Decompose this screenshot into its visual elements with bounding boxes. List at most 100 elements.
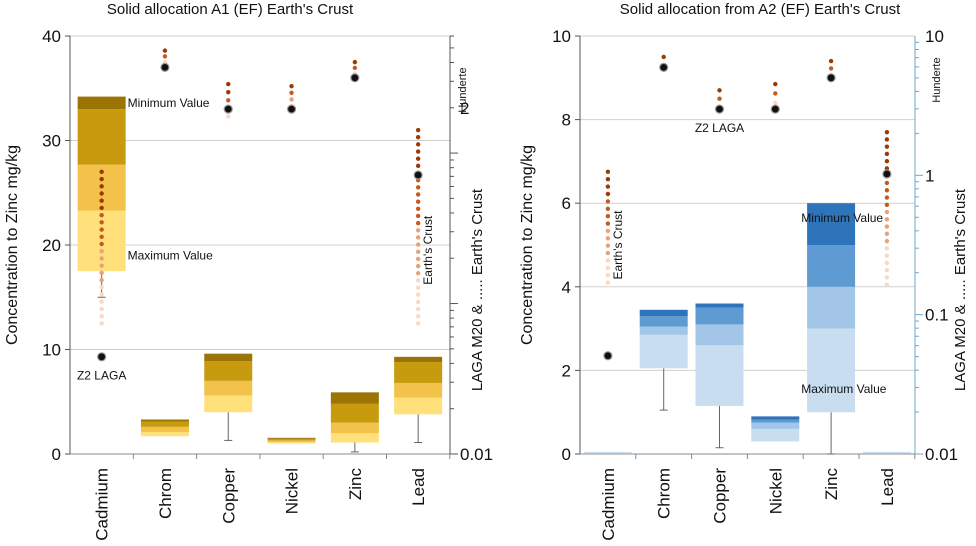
crust-dot	[415, 263, 421, 269]
stack-segment	[807, 203, 856, 245]
crust-dot	[99, 292, 104, 297]
crust-dot	[415, 185, 421, 190]
crust-dot	[415, 156, 421, 161]
stack-segment	[267, 437, 316, 439]
crust-dot	[415, 228, 421, 233]
crust-dot	[415, 242, 421, 247]
crust-dot	[99, 176, 104, 182]
x-tick-label: Zinc	[346, 468, 365, 501]
y-tick-label: 4	[562, 278, 571, 297]
stack-segment	[751, 422, 800, 429]
y2-tick-label: 1	[925, 166, 934, 185]
chart-panel-1: Solid allocation A1 (EF) Earth's Crust 0 1…	[4, 1, 493, 541]
crust-dot	[99, 234, 104, 239]
stack-segment	[807, 286, 856, 329]
crust-dot	[605, 280, 611, 285]
crust-dot	[717, 88, 722, 93]
crust-dot	[99, 227, 104, 232]
stack-segment	[267, 440, 316, 442]
stack-segment	[751, 428, 800, 442]
stack-segment	[140, 421, 189, 427]
crust-dot	[884, 129, 890, 135]
crust-dot	[415, 199, 421, 204]
stack-segment	[695, 324, 744, 346]
stack-segment	[862, 452, 911, 454]
annotation-label: Earth's Crust	[611, 210, 625, 280]
stack-segment	[583, 452, 632, 454]
crust-dot	[415, 278, 421, 283]
x-tick-label: Copper	[711, 468, 730, 524]
stack-segment	[695, 307, 744, 325]
stack-segment	[204, 360, 253, 381]
crust-dot	[99, 191, 104, 196]
crust-dot	[226, 98, 231, 103]
crust-dot	[99, 299, 104, 304]
stack-segment	[140, 426, 189, 433]
crust-dot	[99, 270, 104, 276]
stack-segment	[394, 397, 443, 415]
stack-segment	[77, 96, 126, 110]
crust-dot	[415, 213, 421, 219]
stack-segment	[394, 362, 443, 383]
crust-dot	[99, 263, 104, 268]
crust-dot	[415, 321, 421, 326]
crust-dot	[884, 267, 890, 273]
y2-tick-label: 2	[460, 99, 469, 118]
stack-segment	[267, 438, 316, 441]
stack-segment	[751, 416, 800, 420]
crust-dot	[415, 249, 421, 254]
crust-dot	[289, 90, 294, 95]
y-tick-label: 0	[52, 445, 61, 464]
crust-dot	[99, 205, 104, 211]
crust-dot	[162, 54, 168, 59]
y-tick-label: 10	[552, 27, 571, 46]
stack-segment	[140, 419, 189, 422]
crust-dot	[884, 137, 890, 142]
crust-dot	[226, 114, 231, 119]
stack-segment	[862, 451, 911, 453]
crust-dot	[884, 238, 890, 244]
crust-dot	[99, 198, 104, 203]
stack-segment	[639, 316, 688, 327]
crust-dot	[226, 89, 231, 95]
laga-z2-marker	[286, 104, 297, 114]
y2-tick-label: 0.1	[925, 306, 949, 325]
laga-z2-marker	[160, 62, 170, 72]
crust-dot	[884, 260, 890, 266]
crust-dot	[605, 191, 611, 197]
crust-dot	[352, 59, 358, 65]
crust-dot	[605, 221, 611, 226]
crust-dot	[289, 97, 294, 102]
x-tick-label: Zinc	[822, 468, 841, 501]
chart-title: Solid allocation A1 (EF) Earth's Crust	[107, 1, 354, 18]
laga-z2-marker	[350, 73, 360, 83]
crust-dot	[99, 241, 104, 247]
laga-z2-marker	[714, 104, 725, 114]
crust-dot	[605, 258, 611, 263]
y-axis-label: Concentration to Zinc mg/kg	[519, 145, 536, 345]
stack-segment	[330, 392, 379, 404]
crust-dot	[415, 220, 421, 226]
y2-top-label: Hunderte	[457, 67, 469, 112]
y-tick-label: 40	[42, 27, 61, 46]
stack-segment	[140, 432, 189, 437]
x-tick-label: Copper	[219, 468, 238, 524]
x-tick-label: Nickel	[283, 468, 302, 514]
crust-dot	[415, 314, 421, 319]
y-tick-label: 6	[562, 194, 571, 213]
crust-dot	[99, 277, 104, 283]
crust-dot	[605, 265, 611, 271]
stack-segment	[639, 334, 688, 369]
crust-dot	[605, 199, 611, 204]
crust-dot	[605, 213, 611, 219]
annotation-label: Earth's Crust	[421, 215, 435, 285]
crust-dot	[828, 66, 834, 71]
crust-dot	[415, 235, 421, 240]
stack-segment	[807, 328, 856, 413]
crust-dot	[415, 285, 421, 290]
crust-dot	[605, 169, 611, 175]
crust-dot	[884, 217, 890, 222]
crust-dot	[605, 184, 611, 189]
crust-dot	[415, 192, 421, 197]
laga-z2-marker	[97, 352, 107, 362]
